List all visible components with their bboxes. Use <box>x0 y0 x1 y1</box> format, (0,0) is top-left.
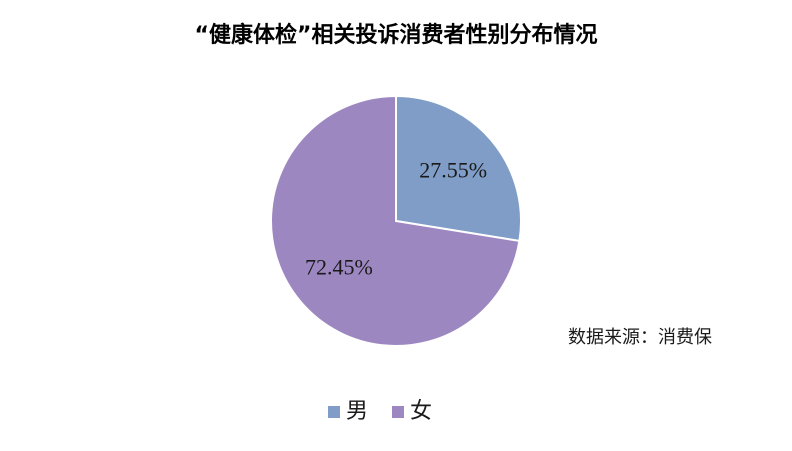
pie-slice <box>395 94 522 243</box>
data-label: 27.55% <box>419 157 487 182</box>
legend-label: 女 <box>410 399 432 424</box>
chart-title: “健康体检”相关投诉消费者性别分布情况 <box>195 22 598 48</box>
annotation: 数据来源：消费保 <box>568 327 712 348</box>
legend-swatch <box>392 406 404 418</box>
data-label: 72.45% <box>305 255 373 280</box>
legend-swatch <box>328 406 340 418</box>
pie-slice <box>270 94 521 347</box>
legend-label: 男 <box>346 399 368 424</box>
